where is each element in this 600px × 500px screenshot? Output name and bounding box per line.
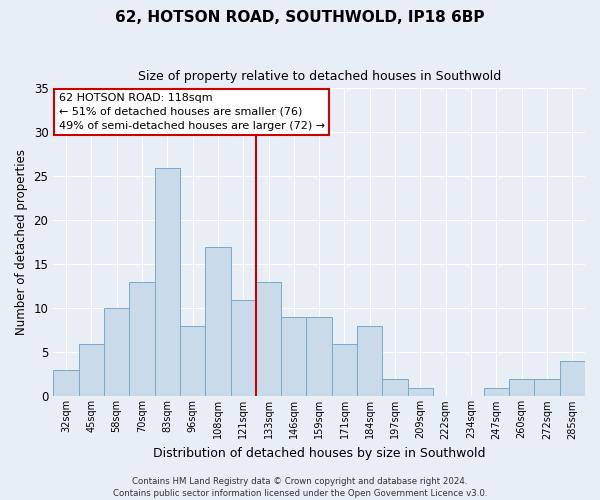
Bar bbox=[180, 326, 205, 396]
Bar bbox=[53, 370, 79, 396]
Bar bbox=[104, 308, 129, 396]
Title: Size of property relative to detached houses in Southwold: Size of property relative to detached ho… bbox=[137, 70, 501, 83]
Bar bbox=[155, 168, 180, 396]
Bar bbox=[256, 282, 281, 397]
X-axis label: Distribution of detached houses by size in Southwold: Distribution of detached houses by size … bbox=[153, 447, 485, 460]
Bar bbox=[408, 388, 433, 396]
Bar bbox=[357, 326, 382, 396]
Bar bbox=[281, 317, 307, 396]
Bar bbox=[307, 317, 332, 396]
Bar bbox=[535, 379, 560, 396]
Bar bbox=[129, 282, 155, 397]
Bar bbox=[484, 388, 509, 396]
Bar bbox=[79, 344, 104, 396]
Bar bbox=[205, 247, 230, 396]
Y-axis label: Number of detached properties: Number of detached properties bbox=[15, 150, 28, 336]
Text: 62 HOTSON ROAD: 118sqm
← 51% of detached houses are smaller (76)
49% of semi-det: 62 HOTSON ROAD: 118sqm ← 51% of detached… bbox=[59, 93, 325, 131]
Bar bbox=[509, 379, 535, 396]
Bar bbox=[560, 361, 585, 396]
Text: Contains HM Land Registry data © Crown copyright and database right 2024.
Contai: Contains HM Land Registry data © Crown c… bbox=[113, 476, 487, 498]
Bar bbox=[382, 379, 408, 396]
Text: 62, HOTSON ROAD, SOUTHWOLD, IP18 6BP: 62, HOTSON ROAD, SOUTHWOLD, IP18 6BP bbox=[115, 10, 485, 25]
Bar bbox=[332, 344, 357, 396]
Bar bbox=[230, 300, 256, 396]
